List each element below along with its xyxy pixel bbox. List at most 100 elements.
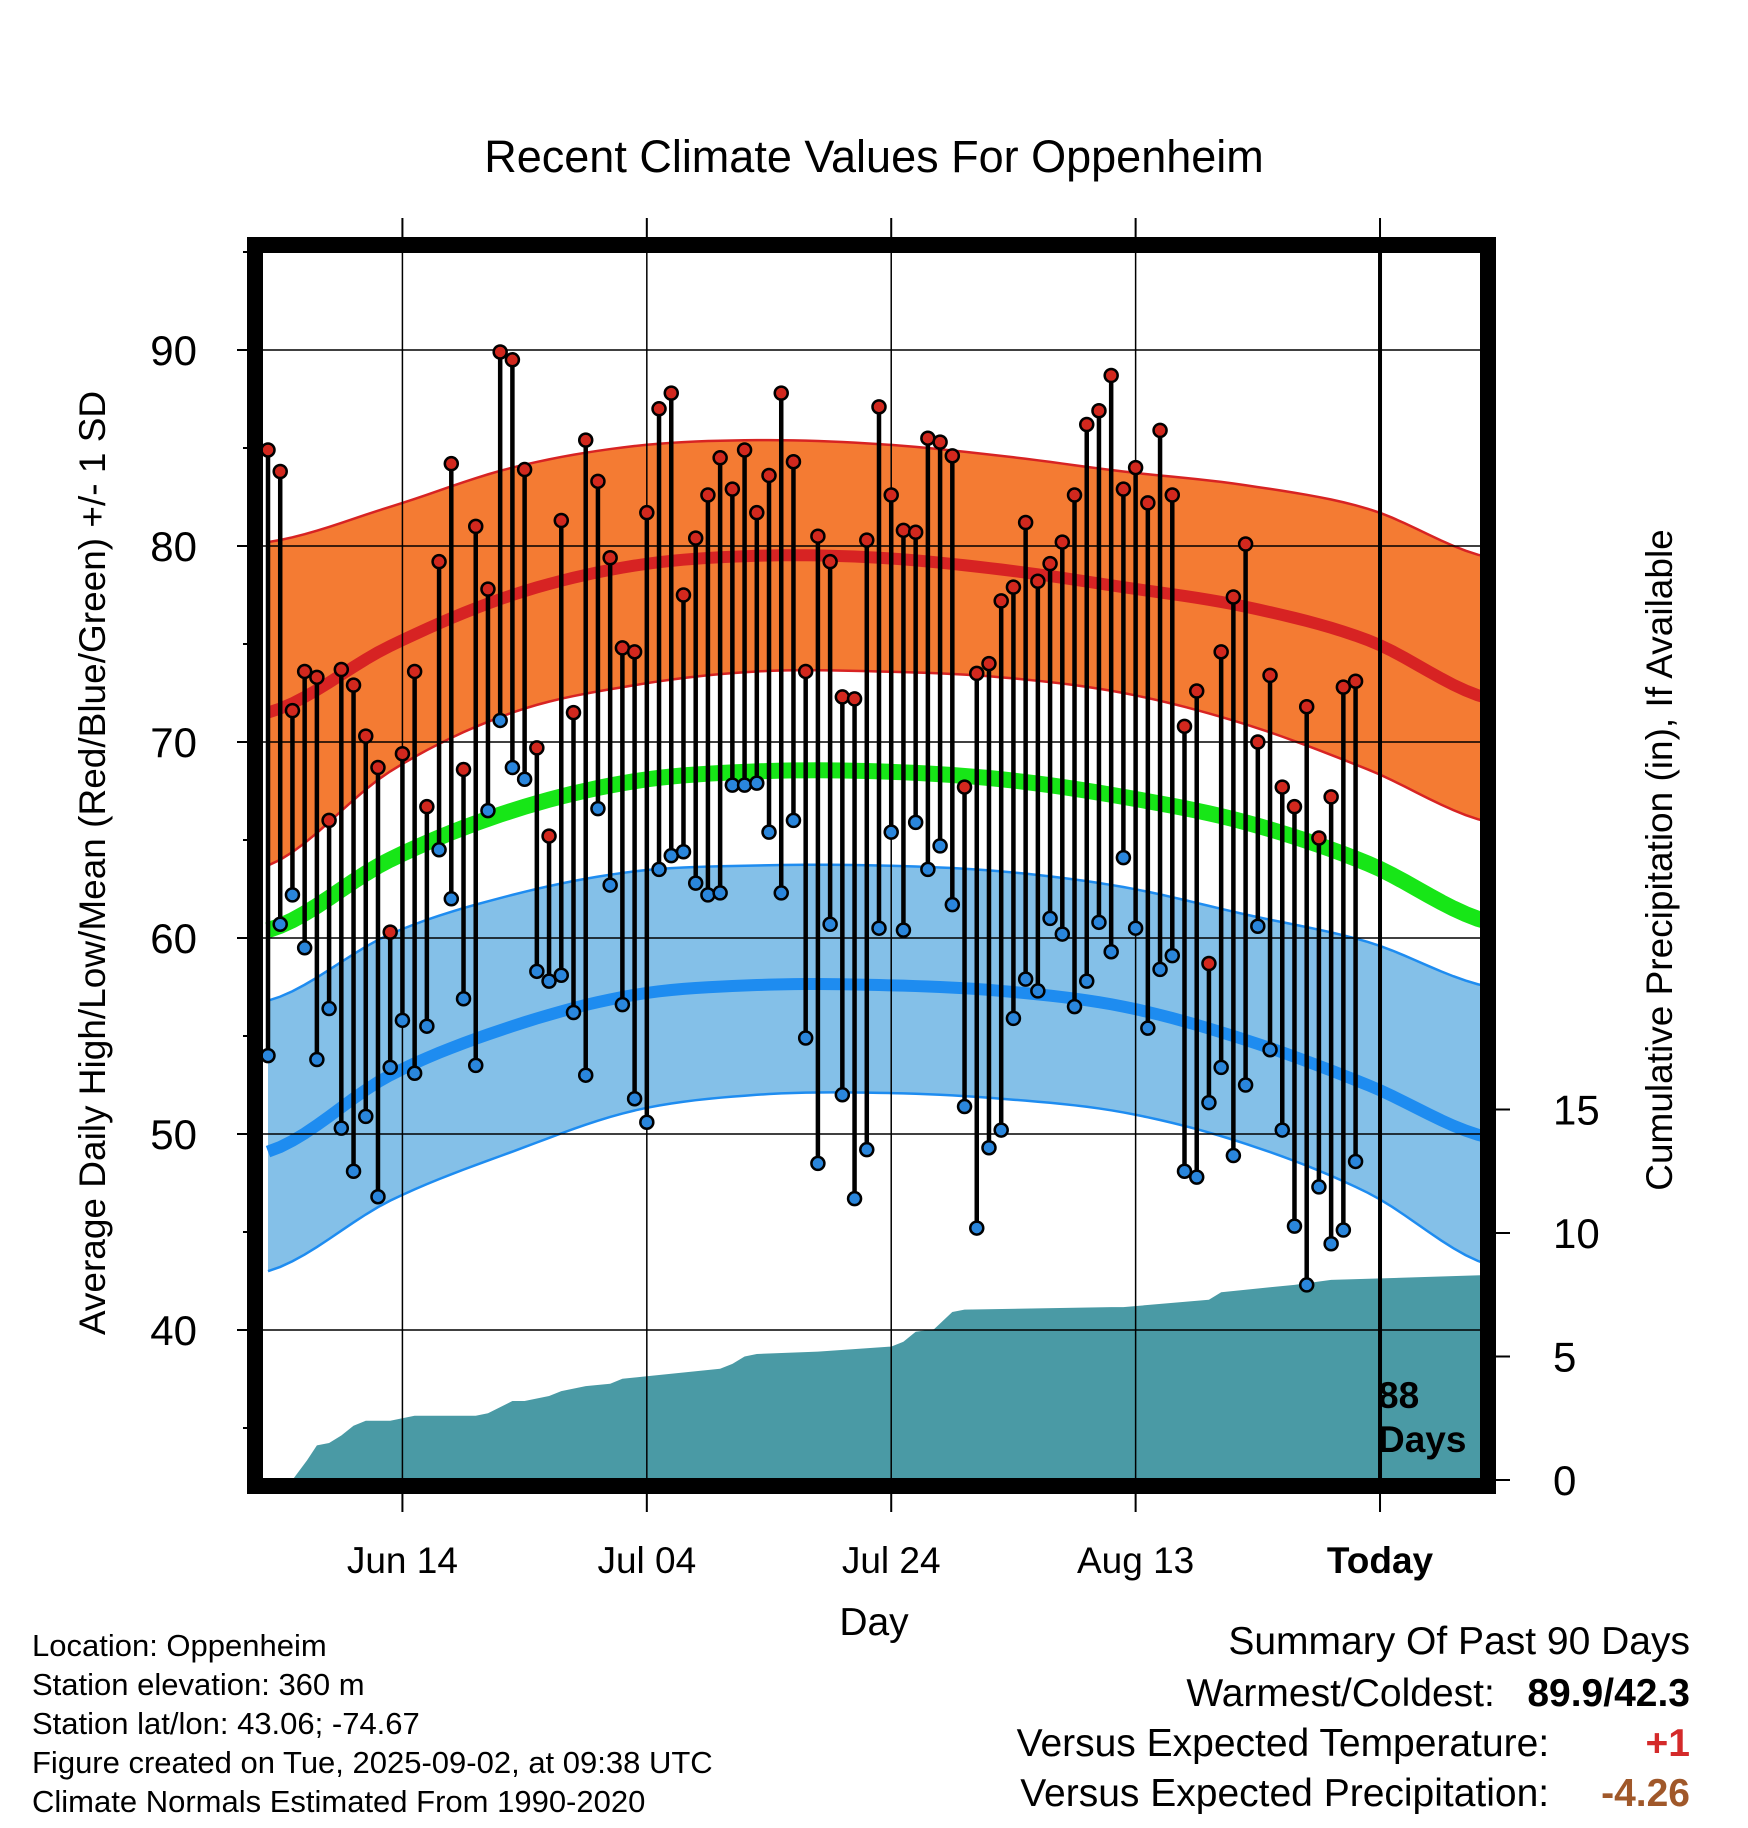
low-point bbox=[1311, 1179, 1327, 1195]
high-point bbox=[431, 553, 447, 570]
low-point bbox=[431, 842, 447, 858]
high-point bbox=[370, 759, 386, 776]
high-point bbox=[492, 344, 508, 360]
low-point bbox=[871, 920, 887, 936]
info-normals: Climate Normals Estimated From 1990-2020 bbox=[32, 1784, 646, 1819]
high-point bbox=[577, 432, 594, 448]
low-point bbox=[675, 844, 692, 860]
low-point bbox=[565, 1004, 582, 1021]
high-point bbox=[969, 665, 985, 682]
high-point bbox=[333, 661, 350, 678]
high-point bbox=[1042, 555, 1058, 572]
low-point bbox=[1091, 914, 1107, 931]
high-point bbox=[1298, 698, 1315, 715]
high-point bbox=[516, 461, 533, 478]
low-point bbox=[480, 802, 496, 819]
high-point bbox=[1262, 667, 1278, 684]
low-point bbox=[700, 887, 716, 903]
low-point bbox=[1103, 943, 1119, 960]
low-point bbox=[834, 1087, 851, 1103]
high-point bbox=[272, 463, 288, 480]
low-point bbox=[785, 812, 802, 829]
low-point bbox=[1225, 1147, 1242, 1164]
high-point bbox=[932, 434, 948, 450]
low-point bbox=[822, 916, 838, 933]
high-point bbox=[1250, 734, 1266, 750]
low-point bbox=[345, 1163, 362, 1179]
high-point bbox=[810, 528, 826, 544]
low-point bbox=[651, 861, 667, 878]
high-point bbox=[358, 728, 374, 744]
precip-value: -4.26 bbox=[1601, 1772, 1690, 1815]
low-point bbox=[797, 1030, 814, 1046]
low-point bbox=[1054, 926, 1071, 942]
y-tick-label: 50 bbox=[150, 1111, 197, 1158]
low-point bbox=[419, 1018, 435, 1034]
low-point bbox=[1323, 1236, 1339, 1252]
low-sd-band-lower-edge bbox=[267, 1091, 1488, 1273]
low-point bbox=[516, 771, 533, 787]
x-tick-label: Jul 04 bbox=[597, 1540, 696, 1581]
low-point bbox=[272, 916, 288, 933]
high-point bbox=[260, 442, 276, 458]
high-point bbox=[1078, 416, 1095, 433]
low-point bbox=[1078, 973, 1095, 989]
low-point bbox=[761, 824, 777, 840]
high-point bbox=[1115, 481, 1132, 497]
low-point bbox=[455, 991, 472, 1007]
high-point bbox=[1030, 573, 1046, 590]
precip-label: Versus Expected Precipitation: bbox=[1020, 1772, 1550, 1815]
warm-cold-label: Warmest/Coldest: bbox=[1186, 1672, 1495, 1715]
summary-precip: Versus Expected Precipitation: -4.26 bbox=[1020, 1772, 1690, 1816]
low-point bbox=[1017, 971, 1034, 987]
low-point bbox=[504, 759, 521, 776]
high-point bbox=[1323, 789, 1339, 805]
summary-temp: Versus Expected Temperature: +1 bbox=[1017, 1722, 1690, 1766]
high-point bbox=[1017, 514, 1034, 531]
low-point bbox=[309, 1051, 325, 1068]
plot-content bbox=[255, 245, 1488, 1486]
high-point bbox=[296, 663, 313, 680]
info-elevation: Station elevation: 360 m bbox=[32, 1667, 365, 1702]
high-point bbox=[871, 399, 887, 415]
low-point bbox=[687, 875, 704, 891]
low-point bbox=[639, 1114, 655, 1130]
y2-tick-label: 5 bbox=[1553, 1334, 1576, 1381]
high-point bbox=[565, 704, 582, 721]
low-point bbox=[406, 1065, 423, 1081]
low-point bbox=[736, 777, 753, 793]
x-tick-label: Today bbox=[1327, 1540, 1434, 1581]
low-point bbox=[529, 963, 545, 980]
high-point bbox=[1237, 536, 1254, 552]
plot-frame bbox=[247, 237, 1496, 1494]
high-point bbox=[541, 828, 557, 844]
high-point bbox=[590, 473, 606, 490]
low-point bbox=[1164, 947, 1181, 964]
x-tick-label: Aug 13 bbox=[1077, 1540, 1194, 1581]
high-point bbox=[687, 530, 704, 546]
precip-area bbox=[292, 1275, 1488, 1480]
y2-tick-label: 10 bbox=[1553, 1210, 1600, 1257]
high-point bbox=[1335, 679, 1352, 695]
high-point bbox=[859, 532, 875, 548]
high-point bbox=[419, 798, 435, 815]
high-point bbox=[626, 644, 643, 660]
high-point bbox=[785, 453, 802, 470]
high-point bbox=[907, 524, 924, 541]
low-point bbox=[260, 1047, 276, 1064]
low-point bbox=[443, 891, 460, 907]
high-point bbox=[1188, 683, 1205, 699]
high-point bbox=[1066, 487, 1083, 503]
low-point bbox=[577, 1067, 594, 1083]
high-point bbox=[504, 352, 521, 368]
low-point bbox=[626, 1090, 643, 1107]
low-point bbox=[1140, 1020, 1156, 1036]
high-point bbox=[1054, 534, 1071, 550]
plot-area bbox=[255, 245, 1488, 1486]
high-point bbox=[1164, 487, 1181, 503]
high-point bbox=[712, 450, 728, 466]
high-point bbox=[1005, 579, 1022, 595]
y-tick-label: 60 bbox=[150, 915, 197, 962]
low-point bbox=[394, 1012, 411, 1029]
